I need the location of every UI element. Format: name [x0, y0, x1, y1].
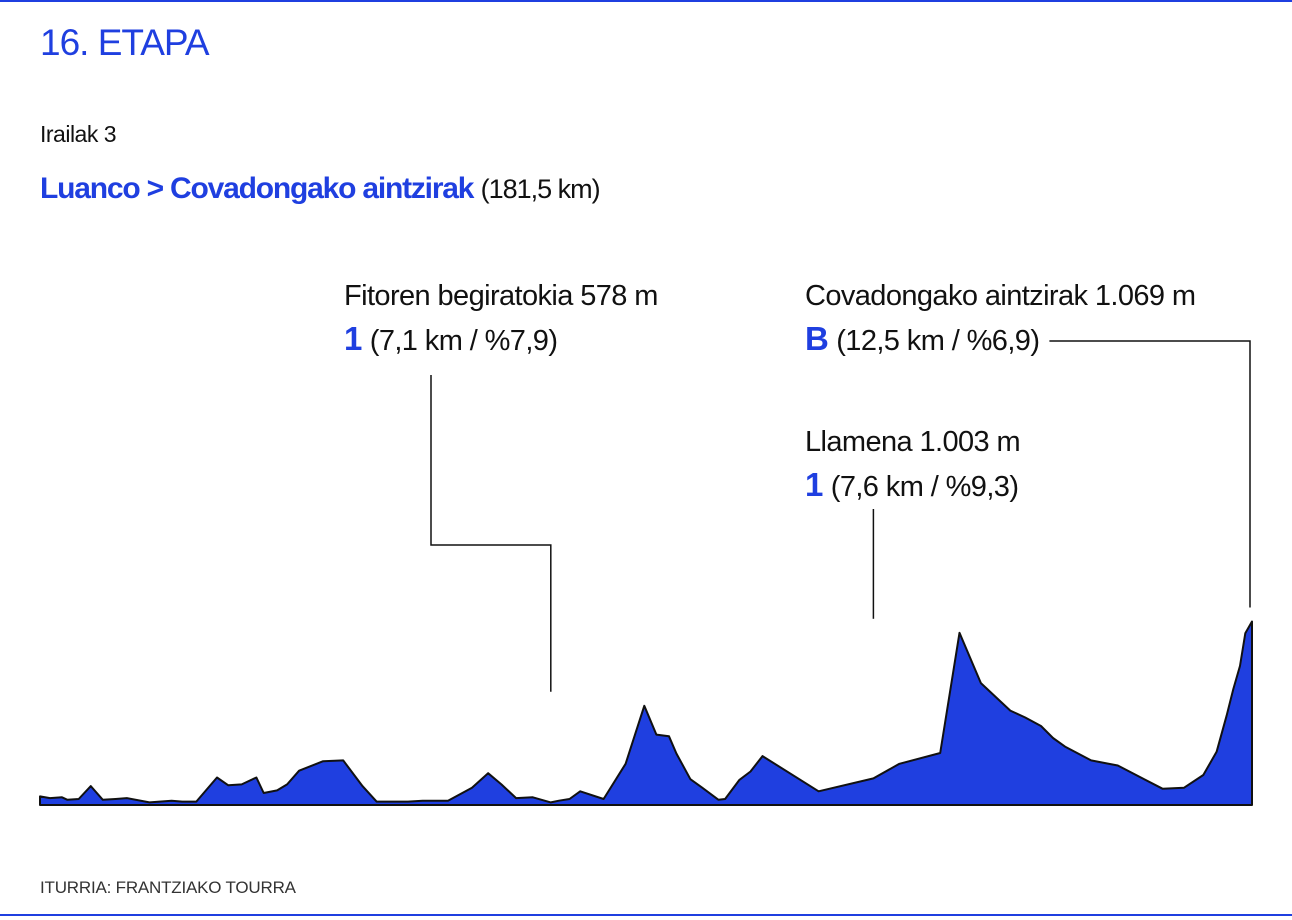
route-line: Luanco > Covadongako aintzirak (181,5 km… [40, 172, 601, 206]
route-distance: (181,5 km) [480, 174, 601, 204]
climb-category-covadonga: B [805, 320, 828, 357]
climb-stats-fitoren: (7,1 km / %7,9) [370, 325, 558, 357]
climb-label-fitoren: Fitoren begiratokia 578 m [344, 280, 658, 312]
climb-category-llamena: 1 [805, 466, 823, 503]
climb-stats-covadonga: (12,5 km / %6,9) [836, 325, 1039, 357]
climb-detail-covadonga: B (12,5 km / %6,9) [805, 320, 1039, 357]
leader-line-fitoren [430, 375, 552, 692]
stage-date: Irailak 3 [40, 121, 117, 147]
climb-label-llamena: Llamena 1.003 m [805, 426, 1020, 458]
climb-detail-llamena: 1 (7,6 km / %9,3) [805, 466, 1018, 503]
climb-label-covadonga: Covadongako aintzirak 1.069 m [805, 280, 1195, 312]
bottom-rule [0, 914, 1292, 916]
elevation-profile-area [39, 620, 1253, 806]
climb-stats-llamena: (7,6 km / %9,3) [831, 471, 1019, 503]
climb-detail-fitoren: 1 (7,1 km / %7,9) [344, 320, 557, 357]
route-name: Luanco > Covadongako aintzirak [40, 172, 474, 205]
source-credit: ITURRIA: FRANTZIAKO TOURRA [40, 878, 296, 897]
stage-title: 16. ETAPA [40, 22, 210, 63]
climb-category-fitoren: 1 [344, 320, 362, 357]
top-rule [0, 0, 1292, 2]
leader-line-covadonga [1049, 340, 1251, 608]
